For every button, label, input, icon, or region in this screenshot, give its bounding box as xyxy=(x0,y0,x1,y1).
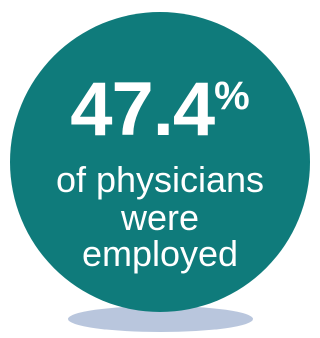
stat-unit: % xyxy=(214,74,250,118)
caption-line-3: employed xyxy=(81,233,239,274)
badge-circle xyxy=(10,12,310,312)
stat-value: 47.4 xyxy=(70,67,215,152)
caption-line-1: of physicians xyxy=(55,159,265,200)
stat-value-group: 47.4% xyxy=(0,72,320,148)
caption-line-2: were xyxy=(120,197,200,238)
